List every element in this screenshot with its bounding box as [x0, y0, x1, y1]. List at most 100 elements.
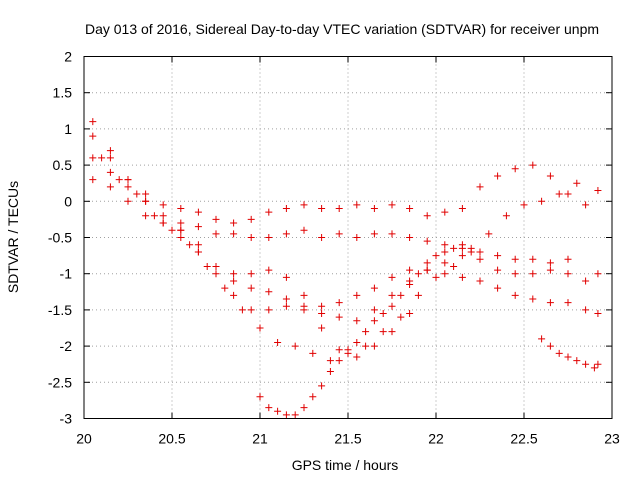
data-point: [247, 284, 255, 292]
data-point: [362, 328, 370, 336]
data-point: [177, 226, 185, 234]
data-point: [406, 205, 414, 213]
data-point: [432, 252, 440, 260]
data-point: [168, 226, 176, 234]
data-point: [370, 284, 378, 292]
data-point: [300, 302, 308, 310]
series-track-h: [538, 335, 602, 372]
x-axis-label: GPS time / hours: [292, 457, 399, 473]
data-point: [353, 317, 361, 325]
data-point: [238, 306, 246, 314]
series-track-c: [89, 118, 602, 325]
data-point: [247, 306, 255, 314]
data-point: [106, 147, 114, 155]
data-point: [89, 176, 97, 184]
y-tick-label: 1: [64, 121, 72, 137]
data-point: [546, 342, 554, 350]
data-point: [265, 404, 273, 412]
x-tick-label: 20: [76, 431, 92, 447]
data-point: [212, 215, 220, 223]
data-point: [282, 295, 290, 303]
y-tick-label: -1.5: [48, 302, 72, 318]
data-point: [274, 338, 282, 346]
data-point: [406, 310, 414, 318]
data-point: [212, 262, 220, 270]
data-point: [159, 219, 167, 227]
y-tick-label: -0.5: [48, 230, 72, 246]
data-point: [582, 306, 590, 314]
data-point: [388, 273, 396, 281]
data-point: [388, 328, 396, 336]
data-point: [291, 342, 299, 350]
x-tick-label: 23: [604, 431, 620, 447]
data-point: [441, 248, 449, 256]
data-point: [194, 208, 202, 216]
data-point: [458, 273, 466, 281]
data-point: [142, 190, 150, 198]
data-point: [282, 273, 290, 281]
data-point: [441, 208, 449, 216]
data-point: [511, 165, 519, 173]
data-point: [335, 205, 343, 213]
data-point: [318, 310, 326, 318]
data-point: [318, 324, 326, 332]
data-point: [318, 205, 326, 213]
data-point: [458, 252, 466, 260]
data-point: [441, 259, 449, 267]
data-point: [247, 270, 255, 278]
data-point: [594, 310, 602, 318]
data-point: [89, 118, 97, 126]
data-point: [406, 281, 414, 289]
data-point: [511, 255, 519, 263]
data-point: [370, 205, 378, 213]
y-axis-label: SDTVAR / TECUs: [5, 181, 21, 293]
x-tick-label: 21.5: [334, 431, 361, 447]
y-tick-label: 0.5: [53, 157, 73, 173]
data-point: [318, 302, 326, 310]
data-point: [538, 197, 546, 205]
data-point: [397, 313, 405, 321]
data-point: [89, 132, 97, 140]
data-point: [115, 176, 123, 184]
data-point: [546, 299, 554, 307]
data-point: [538, 335, 546, 343]
x-tick-label: 22.5: [510, 431, 537, 447]
data-point: [406, 234, 414, 241]
data-point: [546, 172, 554, 180]
data-point: [423, 266, 431, 274]
data-point: [370, 317, 378, 325]
series-track-g: [177, 226, 414, 361]
data-point: [98, 154, 106, 162]
series-track-b: [89, 132, 572, 267]
axis-ticks: 20 20.5 21 21.5 22 22.5 23-3-2.5-2-1.5-1-0.500…: [48, 49, 620, 447]
chart-title: Day 013 of 2016, Sidereal Day-to-day VTE…: [85, 21, 599, 37]
data-point: [335, 313, 343, 321]
data-point: [300, 226, 308, 234]
data-point: [124, 183, 132, 191]
data-point: [476, 277, 484, 285]
data-point: [379, 328, 387, 336]
data-point: [529, 270, 537, 278]
data-point: [594, 360, 602, 368]
data-point: [300, 201, 308, 209]
plot-frame: [83, 56, 613, 419]
data-point: [230, 230, 238, 238]
data-point: [432, 273, 440, 281]
data-point: [353, 353, 361, 361]
grid: [84, 56, 612, 419]
data-point: [318, 234, 326, 241]
data-point: [256, 393, 264, 401]
data-point: [265, 208, 273, 216]
data-point: [388, 230, 396, 238]
y-tick-label: 0: [64, 193, 72, 209]
data-point: [564, 255, 572, 263]
y-tick-label: -3: [60, 411, 73, 427]
data-point: [406, 266, 414, 274]
data-point: [230, 270, 238, 278]
data-point: [186, 241, 194, 249]
data-point: [194, 248, 202, 256]
data-point: [485, 230, 493, 238]
data-point: [370, 342, 378, 350]
data-point: [230, 291, 238, 299]
